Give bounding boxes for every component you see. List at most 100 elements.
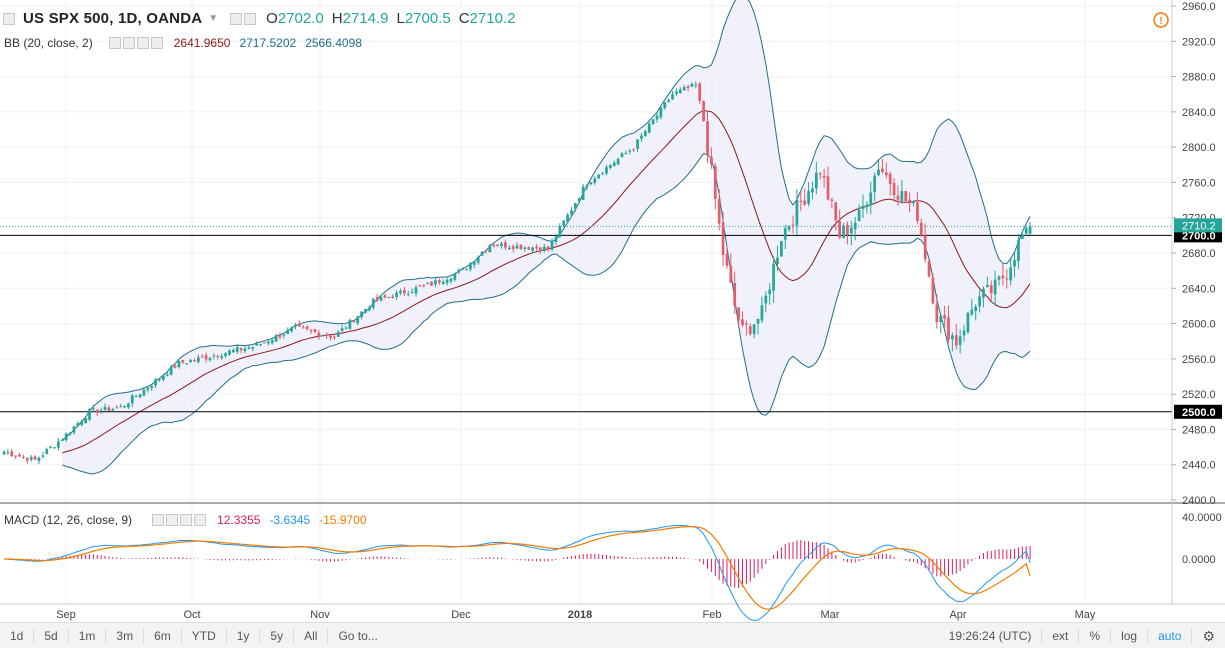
- candle-body: [838, 221, 842, 238]
- candle-body: [434, 280, 437, 285]
- clock-display[interactable]: 19:26:24 (UTC): [948, 629, 1032, 643]
- chart-legend-main: US SPX 500, 1D, OANDA ▼ O 2702.0 H 2714.…: [0, 10, 515, 27]
- candle-body: [37, 457, 41, 462]
- bottom-toolbar: 1d 5d 1m 3m 6m YTD 1y 5y All Go to... 19…: [0, 622, 1225, 648]
- candle-body: [500, 243, 503, 246]
- add-icon[interactable]: [180, 514, 193, 526]
- candle-body: [985, 284, 989, 288]
- candle-body: [313, 329, 317, 333]
- eye-icon[interactable]: [108, 37, 121, 49]
- time-axis-label: Nov: [310, 609, 330, 621]
- candle-body: [158, 378, 161, 380]
- price-axis-label: 2440.0: [1182, 460, 1216, 472]
- candle-body: [1009, 267, 1013, 281]
- close-icon[interactable]: [150, 37, 163, 49]
- price-axis-label: 2760.0: [1182, 177, 1216, 189]
- candle-body: [340, 328, 344, 332]
- log-toggle[interactable]: log: [1110, 628, 1147, 644]
- candle-body: [150, 385, 154, 388]
- high-label: H: [331, 10, 343, 27]
- range-3m-button[interactable]: 3m: [106, 627, 145, 644]
- candle-body: [371, 298, 375, 308]
- settings-icon[interactable]: [122, 37, 135, 49]
- price-axis-label: 2600.0: [1182, 319, 1216, 331]
- candle-body: [251, 346, 255, 349]
- candle-body: [655, 115, 659, 120]
- candle-body: [908, 199, 911, 204]
- candle-body: [951, 335, 954, 340]
- macd-legend: MACD (12, 26, close, 9) 12.3355 -3.6345 …: [0, 513, 367, 527]
- price-axis-label: 2840.0: [1182, 107, 1216, 119]
- candle-body: [119, 406, 122, 408]
- candle-body: [628, 150, 632, 152]
- range-6m-button[interactable]: 6m: [144, 627, 182, 644]
- candle-body: [535, 246, 538, 249]
- candle-body: [231, 350, 235, 353]
- candle-body: [138, 394, 142, 398]
- candle-body: [127, 403, 130, 408]
- candle-body: [686, 86, 690, 89]
- candle-body: [212, 355, 216, 357]
- candle-body: [612, 162, 616, 167]
- range-1y-button[interactable]: 1y: [227, 627, 261, 644]
- bb-label[interactable]: BB (20, close, 2): [4, 36, 93, 50]
- candle-body: [25, 458, 29, 461]
- candle-body: [142, 389, 146, 396]
- bb-fill: [62, 0, 1031, 474]
- candle-body: [748, 326, 752, 335]
- settings-icon[interactable]: [166, 514, 179, 526]
- symbol-title[interactable]: US SPX 500, 1D, OANDA: [23, 10, 203, 27]
- candle-body: [772, 263, 775, 291]
- candle-body: [877, 169, 880, 176]
- candle-body: [721, 222, 725, 256]
- range-all-button[interactable]: All: [294, 627, 329, 644]
- candle-body: [379, 296, 383, 301]
- collapse-icon[interactable]: [3, 12, 15, 25]
- range-ytd-button[interactable]: YTD: [182, 627, 227, 644]
- candle-body: [733, 282, 737, 306]
- candle-body: [818, 173, 822, 175]
- add-icon[interactable]: [136, 37, 149, 49]
- price-axis-label: 2920.0: [1182, 36, 1216, 48]
- candle-body: [947, 317, 950, 340]
- candle-body: [519, 244, 523, 250]
- candle-body: [107, 407, 111, 411]
- candle-body: [608, 165, 612, 169]
- settings-gear-icon[interactable]: ⚙: [1191, 628, 1225, 644]
- range-5d-button[interactable]: 5d: [34, 627, 69, 644]
- range-1d-button[interactable]: 1d: [0, 627, 35, 644]
- ext-toggle[interactable]: ext: [1041, 628, 1078, 644]
- candle-body: [278, 335, 282, 338]
- auto-toggle[interactable]: auto: [1147, 628, 1191, 644]
- candle-body: [22, 456, 25, 458]
- candle-body: [200, 356, 204, 358]
- time-axis-label: Dec: [451, 609, 471, 621]
- settings-icon[interactable]: [230, 12, 243, 25]
- goto-date-button[interactable]: Go to...: [338, 628, 378, 643]
- candle-body: [76, 423, 80, 426]
- close-icon[interactable]: [244, 12, 257, 25]
- macd-label[interactable]: MACD (12, 26, close, 9): [4, 513, 133, 527]
- candle-body: [208, 357, 212, 361]
- dropdown-arrow-icon[interactable]: ▼: [208, 13, 219, 24]
- candle-body: [14, 455, 18, 457]
- range-1m-button[interactable]: 1m: [69, 627, 107, 644]
- candle-body: [426, 282, 430, 284]
- candle-body: [72, 426, 76, 433]
- candle-body: [527, 247, 531, 250]
- level-badge-label: 2700.0: [1182, 230, 1216, 242]
- eye-icon[interactable]: [152, 514, 165, 526]
- candle-body: [787, 225, 791, 230]
- candle-body: [811, 188, 814, 193]
- macd-axis-label: 0.0000: [1182, 554, 1216, 566]
- candle-body: [768, 289, 772, 295]
- candle-body: [441, 281, 445, 285]
- candle-body: [80, 421, 84, 425]
- candle-body: [228, 350, 231, 355]
- close-icon[interactable]: [194, 514, 207, 526]
- candle-body: [504, 242, 507, 248]
- percent-toggle[interactable]: %: [1078, 628, 1110, 644]
- range-5y-button[interactable]: 5y: [260, 627, 295, 644]
- candle-body: [1020, 234, 1024, 239]
